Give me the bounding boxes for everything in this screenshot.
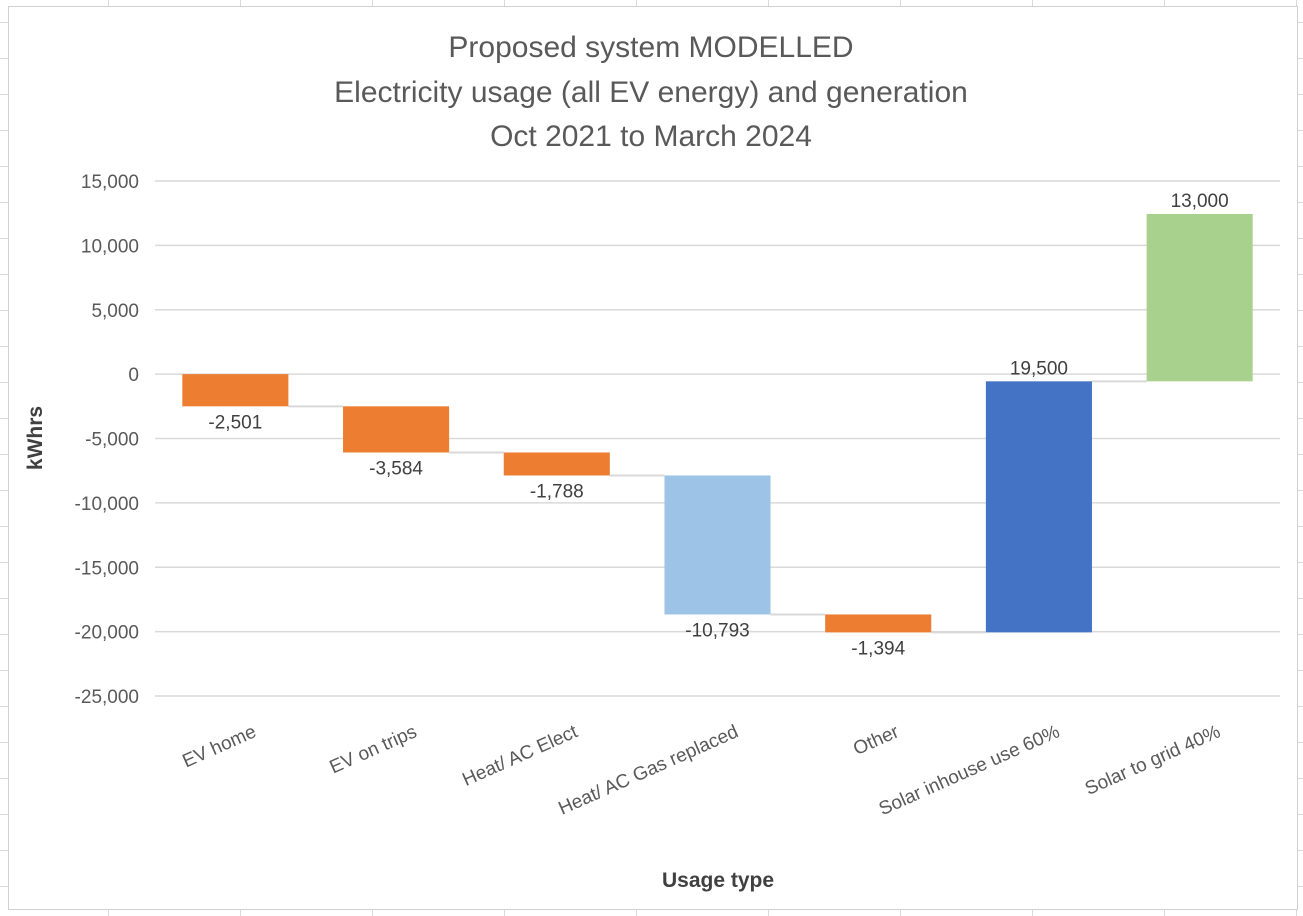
- x-axis-title: Usage type: [662, 869, 774, 892]
- y-tick-label: 15,000: [81, 172, 139, 193]
- bar[interactable]: [343, 406, 450, 453]
- y-tick-label: -15,000: [75, 558, 139, 579]
- x-category-label: Solar to grid 40%: [1082, 721, 1224, 800]
- x-category-label: Heat/ AC Gas replaced: [555, 721, 741, 819]
- chart-title-line-2: Electricity usage (all EV energy) and ge…: [334, 76, 968, 109]
- bar[interactable]: [182, 374, 289, 407]
- data-label: 19,500: [1010, 358, 1068, 379]
- chart-title: Proposed system MODELLED Electricity usa…: [334, 31, 968, 153]
- y-tick-label: 10,000: [81, 236, 139, 257]
- data-label: -10,793: [685, 620, 749, 641]
- y-tick-label: -20,000: [75, 623, 139, 644]
- data-label: -1,788: [530, 481, 584, 502]
- data-label: -2,501: [208, 412, 262, 433]
- bar[interactable]: [825, 614, 932, 633]
- x-category-label: Heat/ AC Elect: [459, 721, 581, 791]
- y-tick-label: 5,000: [91, 301, 139, 322]
- data-label: -1,394: [851, 638, 905, 659]
- chart-title-line-3: Oct 2021 to March 2024: [490, 120, 812, 153]
- bars: [182, 213, 1253, 633]
- data-label: 13,000: [1171, 191, 1229, 212]
- y-tick-label: -10,000: [75, 494, 139, 515]
- y-axis-ticks: 15,000 10,000 5,000 0 -5,000 -10,000 -15,000 -2…: [75, 172, 139, 708]
- gridlines: [155, 180, 1280, 697]
- chart-title-line-1: Proposed system MODELLED: [448, 31, 853, 64]
- x-category-label: Other: [850, 721, 903, 760]
- y-tick-label: -25,000: [75, 687, 139, 708]
- data-labels: -2,501 -3,584 -1,788 -10,793 -1,394 19,500 13,…: [208, 191, 1228, 659]
- data-label: -3,584: [369, 458, 423, 479]
- x-category-label: EV on trips: [327, 721, 420, 778]
- bar[interactable]: [664, 475, 771, 615]
- x-category-label: Solar inhouse use 60%: [876, 721, 1063, 820]
- x-category-label: EV home: [179, 721, 259, 772]
- bar[interactable]: [503, 452, 610, 476]
- y-tick-label: 0: [128, 365, 139, 386]
- connector-lines: [288, 380, 1147, 634]
- bar[interactable]: [1146, 213, 1253, 382]
- bar[interactable]: [985, 381, 1092, 633]
- y-axis-title: kWhrs: [24, 406, 47, 470]
- y-tick-label: -5,000: [85, 430, 139, 451]
